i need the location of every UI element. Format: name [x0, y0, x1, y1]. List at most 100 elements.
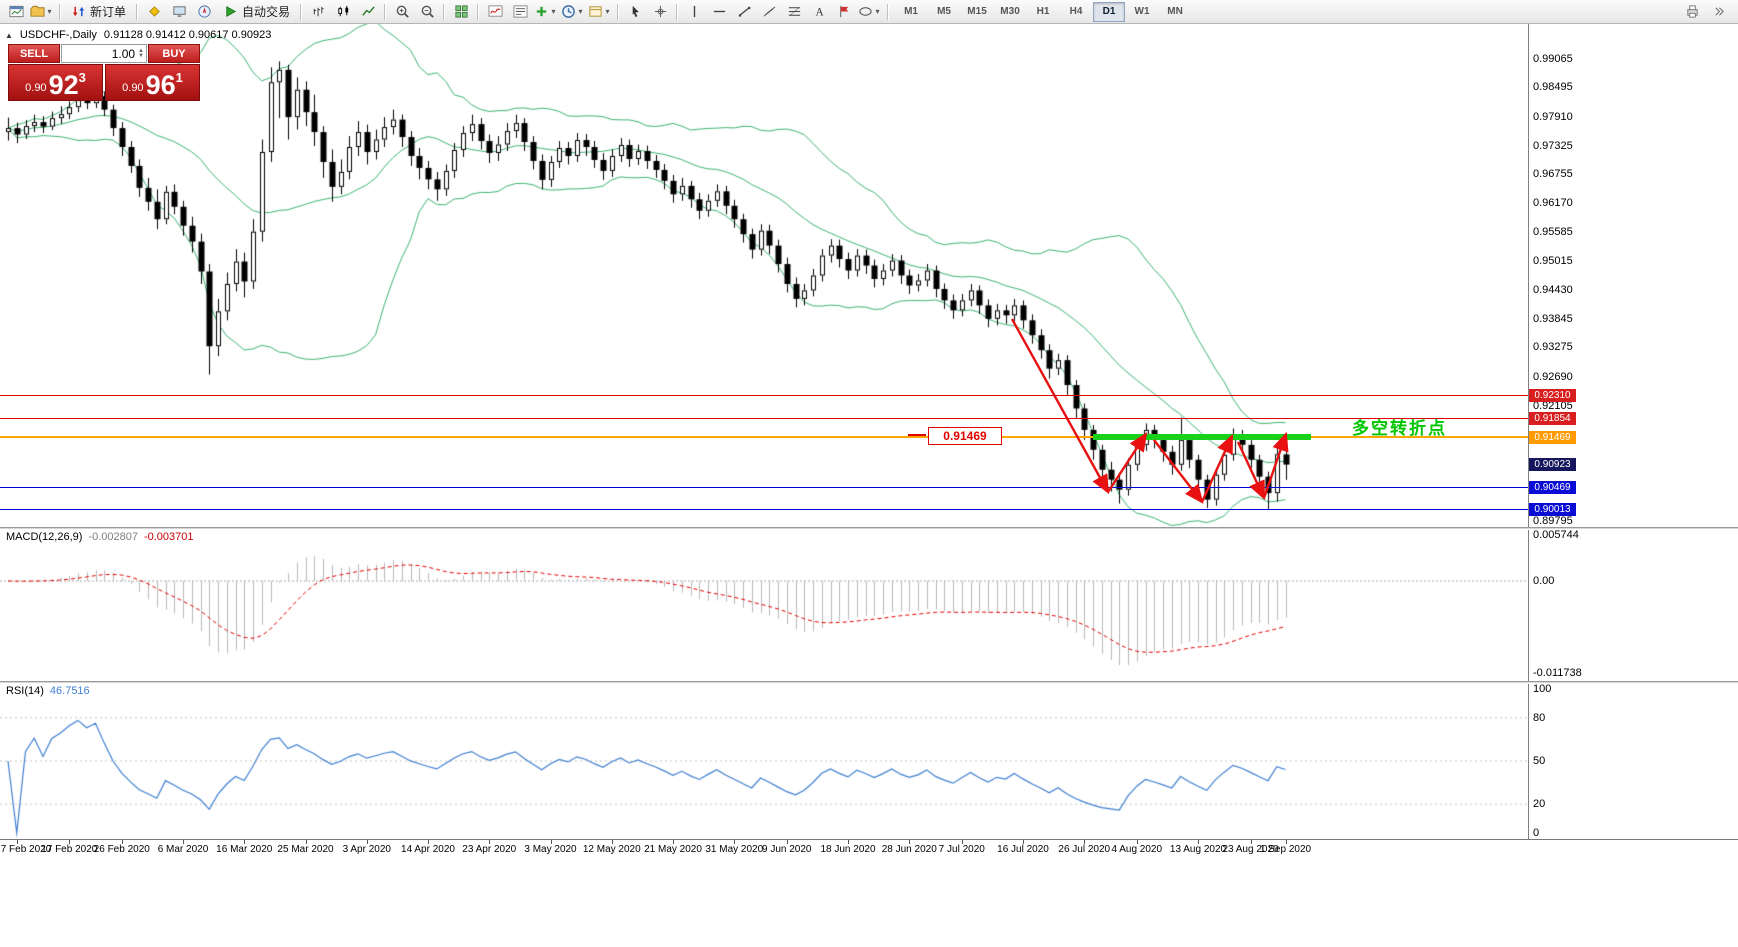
sell-button[interactable]: SELL — [8, 44, 60, 63]
rsi-axis-label: 0 — [1533, 827, 1540, 839]
fibonacci-button[interactable] — [782, 1, 806, 23]
new-chart-button[interactable] — [4, 1, 28, 23]
volume-spinner[interactable]: ▲ ▼ — [138, 47, 144, 59]
horizontal-line-object[interactable] — [0, 509, 1528, 511]
print-button[interactable] — [1680, 1, 1704, 23]
buy-price-prefix: 0.90 — [122, 82, 144, 94]
svg-text:A: A — [815, 7, 824, 19]
profiles-button[interactable]: ▾ — [29, 1, 55, 23]
trend-arrow[interactable] — [1236, 441, 1266, 501]
data-window-button[interactable] — [167, 1, 191, 23]
cursor-icon — [632, 5, 639, 18]
trend-arrow[interactable] — [1010, 318, 1110, 495]
panel-splitter[interactable] — [0, 527, 1738, 530]
templates-button[interactable]: ▾ — [587, 1, 613, 23]
one-click-trading-panel: SELL 1.00 ▲ ▼ BUY 0.90 92 3 0.90 96 1 — [8, 44, 200, 101]
shapes-button[interactable]: ▾ — [857, 1, 883, 23]
timeframe-mn-button[interactable]: MN — [1167, 6, 1183, 17]
date-tick — [734, 840, 736, 844]
new-order-icon — [72, 6, 85, 17]
horizontal-line-button[interactable] — [707, 1, 731, 23]
volume-input[interactable]: 1.00 ▲ ▼ — [61, 44, 147, 63]
auto-trading-button-label: 自动交易 — [242, 5, 291, 19]
shapes-button-dropdown-icon[interactable]: ▾ — [875, 7, 880, 16]
timeframe-m5-button[interactable]: M5 — [937, 6, 951, 17]
new-order-button[interactable]: 新订单 — [65, 1, 132, 23]
date-axis[interactable]: 7 Feb 2020 17 Feb 2020 26 Feb 2020 6 Mar 20… — [0, 839, 1738, 859]
tile-windows-button[interactable] — [449, 1, 473, 23]
rsi-axis-label: 50 — [1533, 755, 1546, 767]
candlestick-chart-button[interactable] — [331, 1, 355, 23]
text-label-button[interactable] — [832, 1, 856, 23]
timeframe-h4-button[interactable]: H4 — [1069, 6, 1083, 17]
navigator-button[interactable] — [192, 1, 216, 23]
indicator-list-icon — [513, 5, 528, 18]
metaeditor-icon — [148, 6, 160, 17]
timeframe-d1-button[interactable]: D1 — [1093, 1, 1126, 22]
trend-arrow[interactable] — [1200, 433, 1234, 503]
equidistant-channel-button[interactable] — [757, 1, 781, 23]
date-label: 16 Jul 2020 — [997, 844, 1049, 855]
add-indicator-button-dropdown-icon[interactable]: ▾ — [551, 7, 556, 16]
shapes-icon — [859, 7, 872, 16]
line-chart-button[interactable] — [356, 1, 380, 23]
horizontal-line-object[interactable] — [0, 486, 1528, 488]
periods-button-dropdown-icon[interactable]: ▾ — [578, 7, 583, 16]
date-tick — [16, 840, 18, 844]
auto-trading-button[interactable]: 自动交易 — [217, 1, 296, 23]
zoom-in-button[interactable] — [390, 1, 414, 23]
templates-button-dropdown-icon[interactable]: ▾ — [605, 7, 610, 16]
indicator-list-button[interactable] — [508, 1, 532, 23]
price-axis-label: 0.93845 — [1533, 313, 1573, 326]
date-label: 4 Aug 2020 — [1111, 844, 1163, 855]
trend-arrow[interactable] — [1106, 431, 1148, 493]
price-axis-label: 0.99065 — [1533, 53, 1573, 66]
oct-collapse-icon[interactable]: ▲ — [5, 30, 13, 40]
bar-chart-button[interactable] — [306, 1, 330, 23]
price-chart-canvas[interactable] — [0, 24, 1578, 858]
profiles-button-dropdown-icon[interactable]: ▾ — [47, 7, 52, 16]
date-tick — [673, 840, 674, 844]
price-axis-label: 0.95585 — [1533, 226, 1573, 239]
text-button[interactable]: A — [807, 1, 831, 23]
timeframe-h1-button[interactable]: H1 — [1036, 6, 1050, 17]
sell-price-button[interactable]: 0.90 92 3 — [8, 64, 103, 101]
timeframe-m1-button[interactable]: M1 — [904, 6, 918, 17]
add-indicator-button[interactable]: ▾ — [533, 1, 559, 23]
timeframe-w1-button[interactable]: W1 — [1134, 6, 1150, 17]
spinner-down-icon[interactable]: ▼ — [138, 52, 144, 59]
date-tick — [786, 840, 788, 844]
date-label: 13 Aug 2020 — [1169, 844, 1227, 855]
horizontal-line-object[interactable] — [0, 436, 1528, 439]
zoom-out-button[interactable] — [415, 1, 439, 23]
price-callout-label[interactable]: 0.91469 — [928, 427, 1002, 445]
trendline-button[interactable] — [732, 1, 756, 23]
trend-arrow[interactable] — [1262, 431, 1289, 499]
timeframe-m15-button[interactable]: M15 — [967, 6, 987, 17]
horizontal-line-object[interactable] — [0, 417, 1528, 419]
indicators-button[interactable] — [483, 1, 507, 23]
cursor-button[interactable] — [623, 1, 647, 23]
date-label: 6 Mar 2020 — [157, 844, 209, 855]
vertical-line-button[interactable] — [682, 1, 706, 23]
buy-price-button[interactable]: 0.90 96 1 — [105, 64, 200, 101]
crosshair-button[interactable] — [648, 1, 672, 23]
spinner-up-icon[interactable]: ▲ — [138, 47, 144, 54]
date-label: 18 Jun 2020 — [820, 844, 876, 855]
price-tag: 0.90923 — [1529, 458, 1576, 472]
turning-point-note[interactable]: 多空转折点 — [1352, 419, 1447, 438]
date-tick — [1250, 840, 1252, 844]
metaeditor-button[interactable] — [142, 1, 166, 23]
price-axis-label: 0.96755 — [1533, 168, 1573, 181]
buy-button[interactable]: BUY — [148, 44, 200, 63]
resistance-zone-line[interactable] — [1093, 434, 1311, 441]
timeframe-m30-button[interactable]: M30 — [1000, 6, 1020, 17]
date-label: 12 May 2020 — [582, 844, 641, 855]
horizontal-line-object[interactable] — [0, 395, 1528, 397]
panel-splitter[interactable] — [0, 681, 1738, 684]
toolbar-separator — [617, 3, 620, 20]
toolbar-overflow-button[interactable] — [1706, 1, 1730, 23]
crosshair-icon — [654, 5, 666, 18]
periods-button[interactable]: ▾ — [560, 1, 586, 23]
trend-arrow[interactable] — [1153, 439, 1204, 504]
